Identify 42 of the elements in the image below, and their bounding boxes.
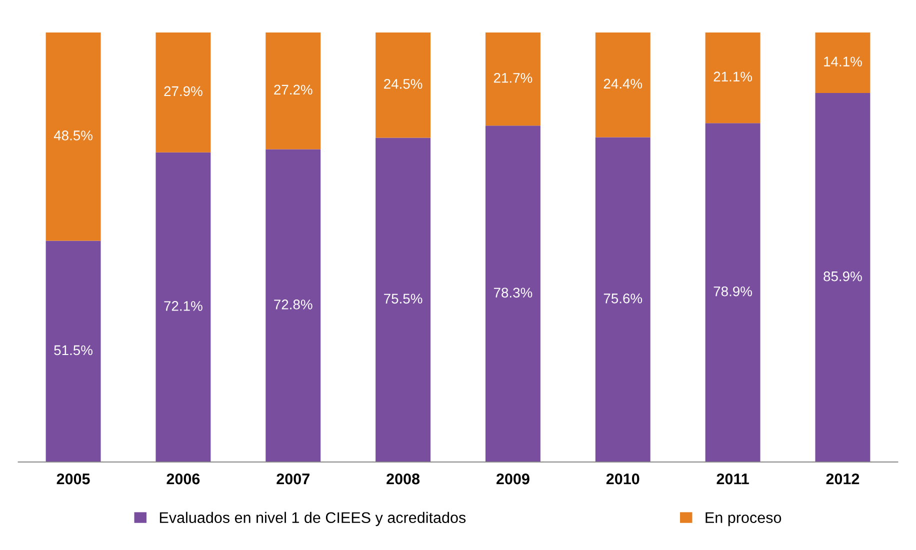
data-label: 72.1% — [164, 301, 202, 311]
bar — [595, 137, 650, 462]
bar — [815, 32, 870, 94]
bar — [485, 126, 540, 462]
data-label: 27.9% — [164, 86, 202, 96]
data-label: 78.3% — [494, 288, 532, 298]
x-tick-label: 2008 — [386, 474, 420, 484]
x-tick-label: 2005 — [56, 474, 90, 484]
data-label: 85.9% — [824, 271, 862, 282]
x-tick-label: 2006 — [166, 474, 200, 484]
data-label: 27.2% — [274, 84, 312, 95]
bar — [815, 93, 870, 462]
bar — [46, 240, 101, 462]
x-tick-label: 2010 — [606, 474, 640, 484]
x-tick-label: 2011 — [716, 474, 749, 484]
bar — [376, 32, 431, 138]
bar — [705, 123, 760, 462]
bar — [46, 32, 101, 241]
x-tick-label: 2012 — [826, 474, 860, 484]
bar — [156, 152, 211, 462]
data-label: 75.5% — [384, 294, 422, 304]
bar — [266, 32, 321, 150]
bar — [156, 32, 211, 152]
data-label: 14.1% — [824, 56, 862, 66]
data-label: 24.4% — [604, 78, 642, 89]
data-label: 21.1% — [714, 72, 752, 82]
bar — [376, 138, 431, 462]
legend-label: Evaluados en nivel 1 de CIEES y acreditados — [160, 512, 466, 526]
data-label: 72.8% — [274, 300, 312, 310]
data-label: 48.5% — [54, 130, 92, 140]
data-label: 21.7% — [494, 72, 532, 83]
data-label: 24.5% — [384, 78, 422, 89]
data-label: 75.6% — [604, 294, 642, 304]
bar — [595, 32, 650, 138]
legend-label: En proceso — [706, 512, 782, 526]
bar — [705, 32, 760, 124]
bar — [266, 149, 321, 462]
data-label: 51.5% — [54, 345, 92, 356]
bar — [485, 32, 540, 126]
x-tick-label: 2009 — [496, 474, 530, 484]
x-tick-label: 2007 — [276, 474, 310, 484]
data-label: 78.9% — [714, 286, 752, 296]
